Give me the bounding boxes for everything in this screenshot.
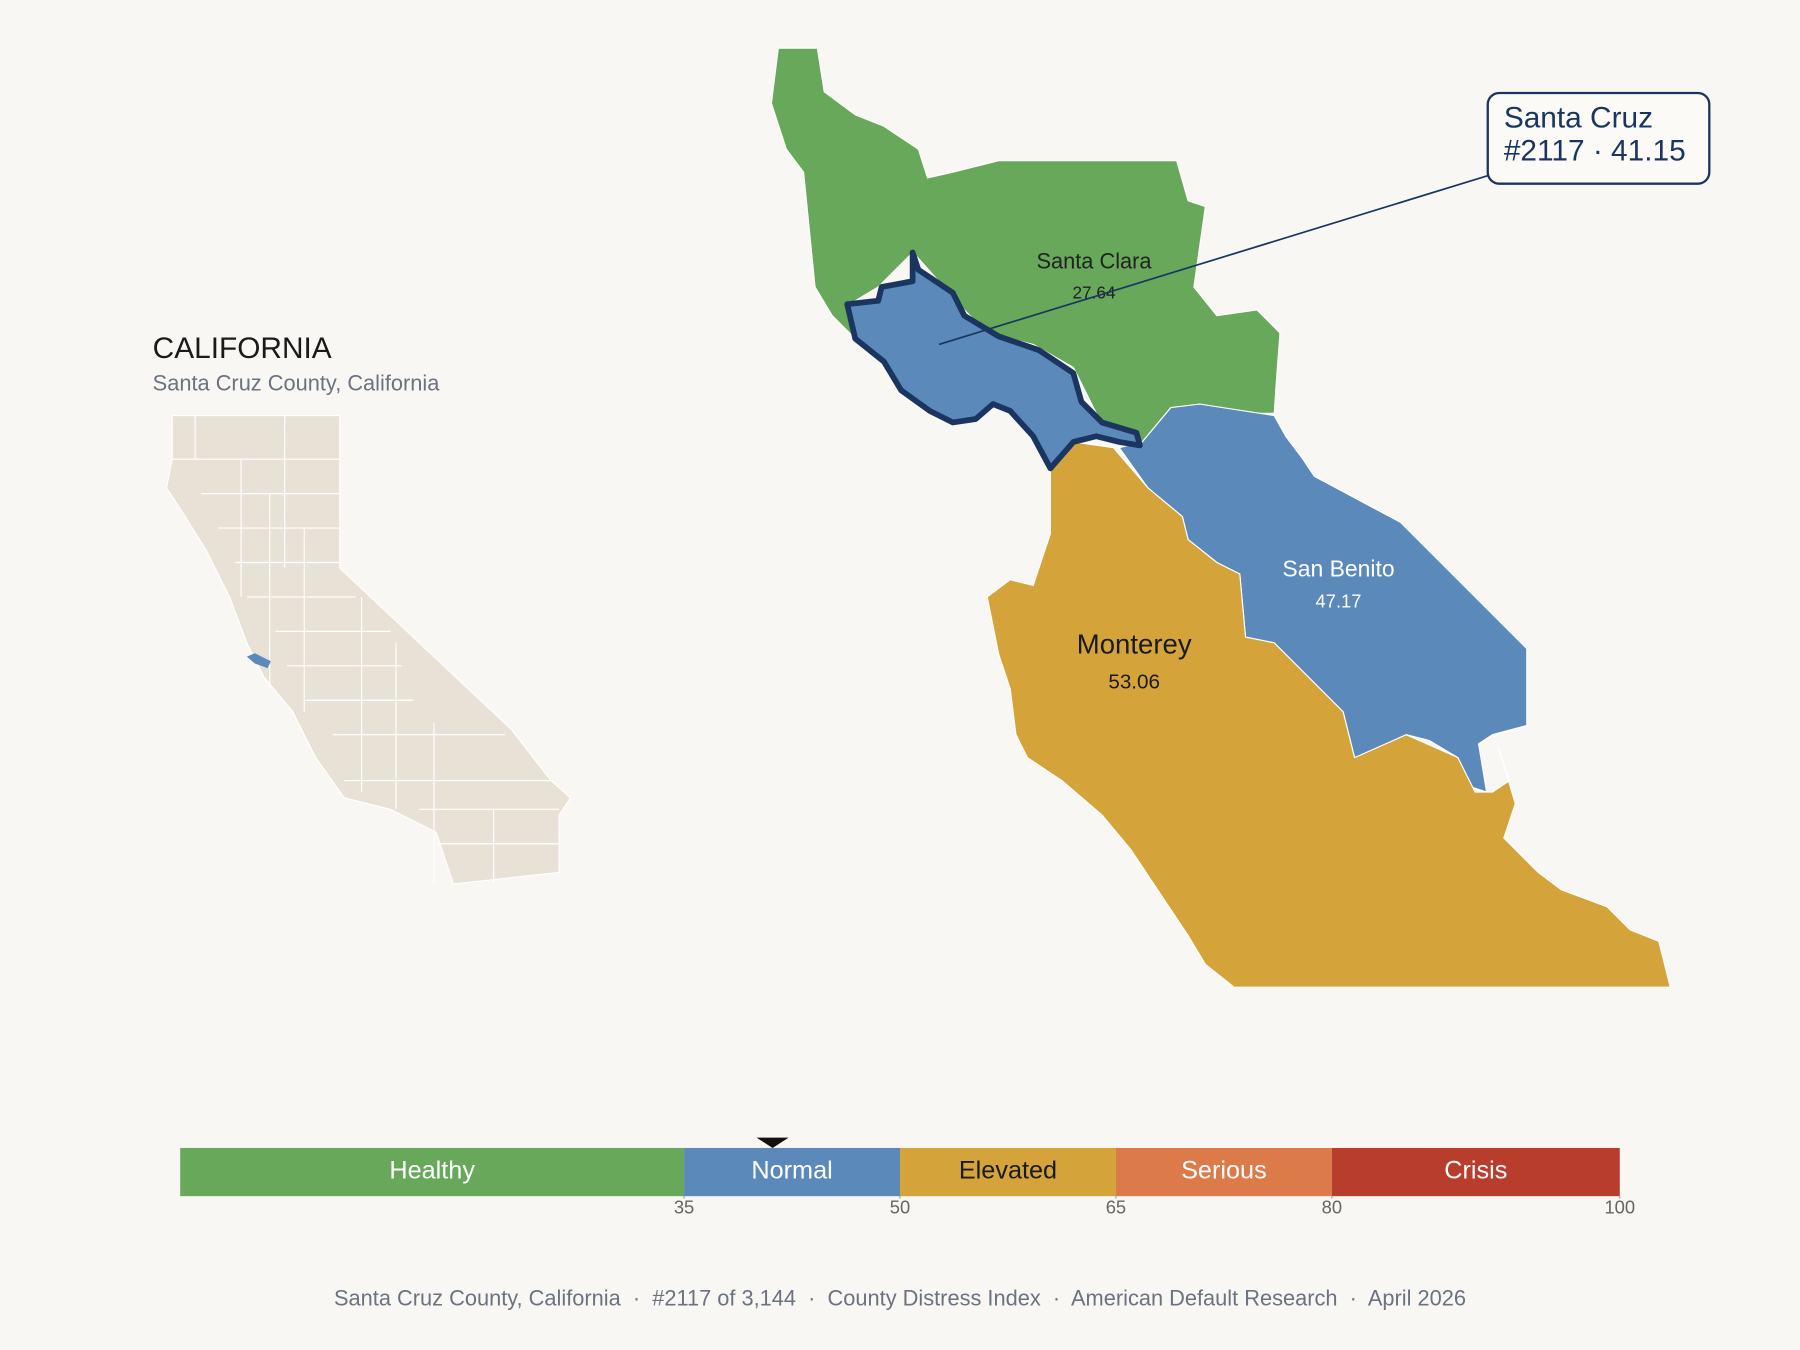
footer: Santa Cruz County, California · #2117 of… [334,1285,1466,1310]
band-label: Crisis [1444,1157,1507,1185]
callout-name: Santa Cruz [1504,101,1653,134]
state-shape [165,414,572,885]
county-borders [172,415,560,884]
tick-label: 80 [1322,1197,1342,1218]
band-label: Serious [1181,1157,1267,1185]
scale-marker [756,1137,789,1148]
california-inset [165,414,572,885]
county-name: San Benito [1282,556,1394,582]
county-shape [844,249,1143,472]
county-shape [986,441,1671,988]
county-value: 53.06 [1108,670,1160,693]
scale-legend: Healthy Normal Elevated Serious Crisis 35 50 65… [180,1137,1635,1218]
county-name: Monterey [1077,629,1192,660]
county-value: 47.17 [1316,591,1362,612]
callout-detail: #2117 · 41.15 [1504,135,1686,168]
scale-band [684,1147,900,1197]
band-label: Healthy [389,1157,475,1185]
county-name: Santa Clara [1036,249,1152,274]
santa-cruz-inset [246,653,271,669]
band-label: Normal [751,1157,832,1185]
callout-leader [938,174,1489,346]
tick-label: 50 [890,1197,910,1218]
county-map: Santa Clara 27.64 San Benito 47.17 Monterey 5… [770,47,1671,988]
tick-label: 100 [1604,1197,1635,1218]
inset-subtitle: Santa Cruz County, California [153,370,441,395]
scale-band [180,1147,685,1197]
inset-title: CALIFORNIA [153,332,332,365]
scale-band [1115,1147,1332,1197]
scale-band [900,1147,1116,1197]
callout-box [1486,91,1711,185]
scale-band [1331,1147,1620,1197]
band-label: Elevated [959,1157,1057,1185]
tick-label: 35 [674,1197,694,1218]
tick-label: 65 [1106,1197,1126,1218]
county-value: 27.64 [1072,282,1115,302]
